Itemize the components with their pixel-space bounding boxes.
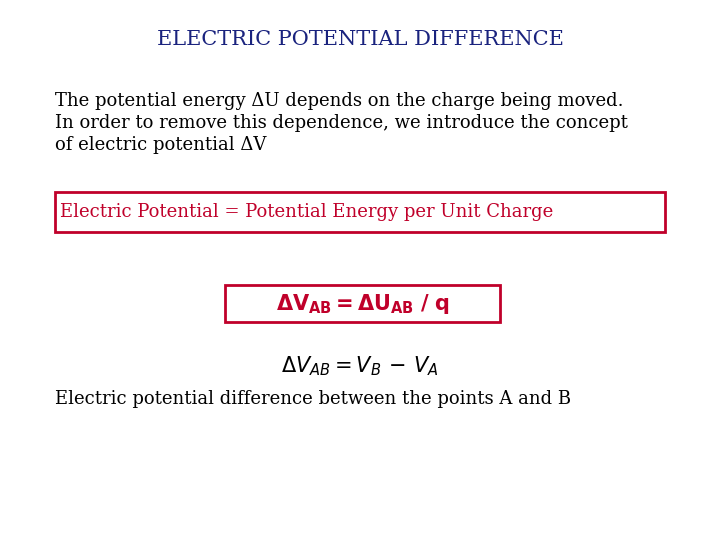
FancyBboxPatch shape <box>225 285 500 322</box>
Text: Electric Potential = Potential Energy per Unit Charge: Electric Potential = Potential Energy pe… <box>60 203 553 221</box>
Text: $\Delta V_{AB} = V_B\,-\,V_A$: $\Delta V_{AB} = V_B\,-\,V_A$ <box>282 354 438 377</box>
Text: Electric potential difference between the points A and B: Electric potential difference between th… <box>55 390 571 408</box>
Text: The potential energy ΔU depends on the charge being moved.: The potential energy ΔU depends on the c… <box>55 92 624 110</box>
Text: $\bf{\Delta V_{AB} = \Delta U_{AB}\ /\ q}$: $\bf{\Delta V_{AB} = \Delta U_{AB}\ /\ q… <box>276 292 449 315</box>
Text: ELECTRIC POTENTIAL DIFFERENCE: ELECTRIC POTENTIAL DIFFERENCE <box>156 30 564 49</box>
Text: In order to remove this dependence, we introduce the concept: In order to remove this dependence, we i… <box>55 114 628 132</box>
Text: of electric potential ΔV: of electric potential ΔV <box>55 136 266 154</box>
FancyBboxPatch shape <box>55 192 665 232</box>
